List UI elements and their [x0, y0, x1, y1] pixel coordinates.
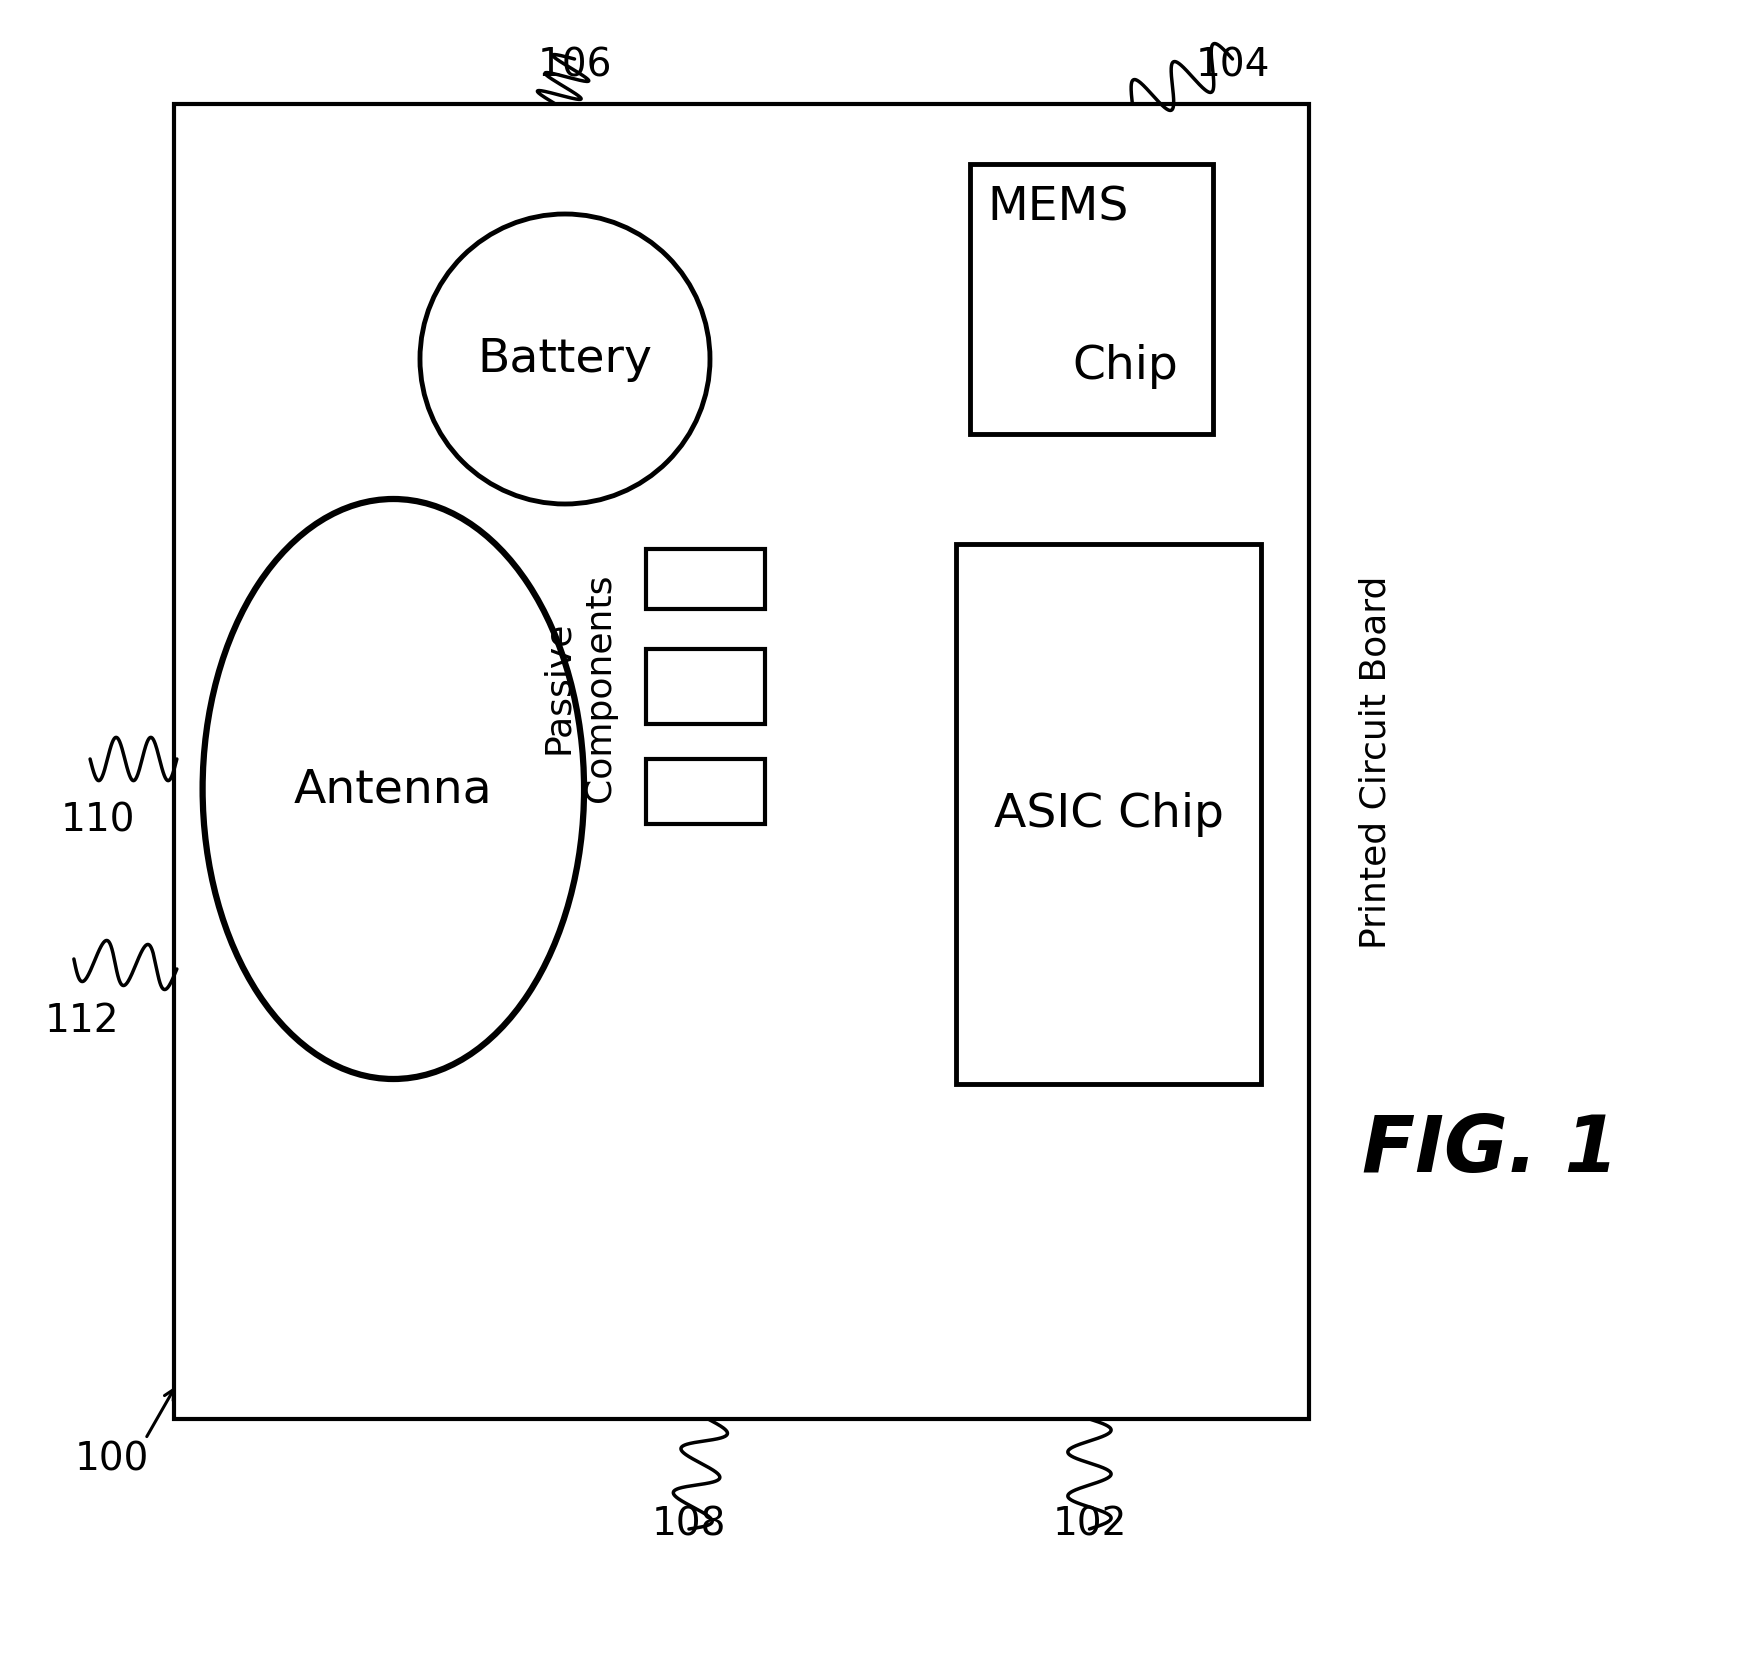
Text: 102: 102: [1053, 1504, 1126, 1543]
Bar: [957, 544, 1261, 1085]
Text: Antenna: Antenna: [293, 767, 492, 812]
Text: 110: 110: [61, 800, 136, 839]
Bar: [971, 165, 1213, 434]
Bar: [646, 649, 765, 724]
Text: Battery: Battery: [477, 338, 653, 383]
Text: Printed Circuit Board: Printed Circuit Board: [1358, 576, 1392, 948]
Circle shape: [421, 215, 711, 504]
Text: 106: 106: [538, 47, 611, 85]
Text: 100: 100: [75, 1439, 148, 1478]
Ellipse shape: [203, 499, 585, 1080]
Text: FIG. 1: FIG. 1: [1362, 1112, 1619, 1188]
Text: Chip: Chip: [1072, 344, 1179, 389]
Text: MEMS: MEMS: [988, 186, 1130, 231]
Text: 108: 108: [651, 1504, 726, 1543]
Text: ASIC Chip: ASIC Chip: [993, 792, 1224, 837]
Text: 112: 112: [45, 1002, 119, 1038]
Text: Passive
Components: Passive Components: [541, 572, 618, 802]
Bar: [175, 105, 1310, 1419]
Bar: [646, 549, 765, 609]
Text: 104: 104: [1196, 47, 1269, 85]
Bar: [646, 759, 765, 824]
